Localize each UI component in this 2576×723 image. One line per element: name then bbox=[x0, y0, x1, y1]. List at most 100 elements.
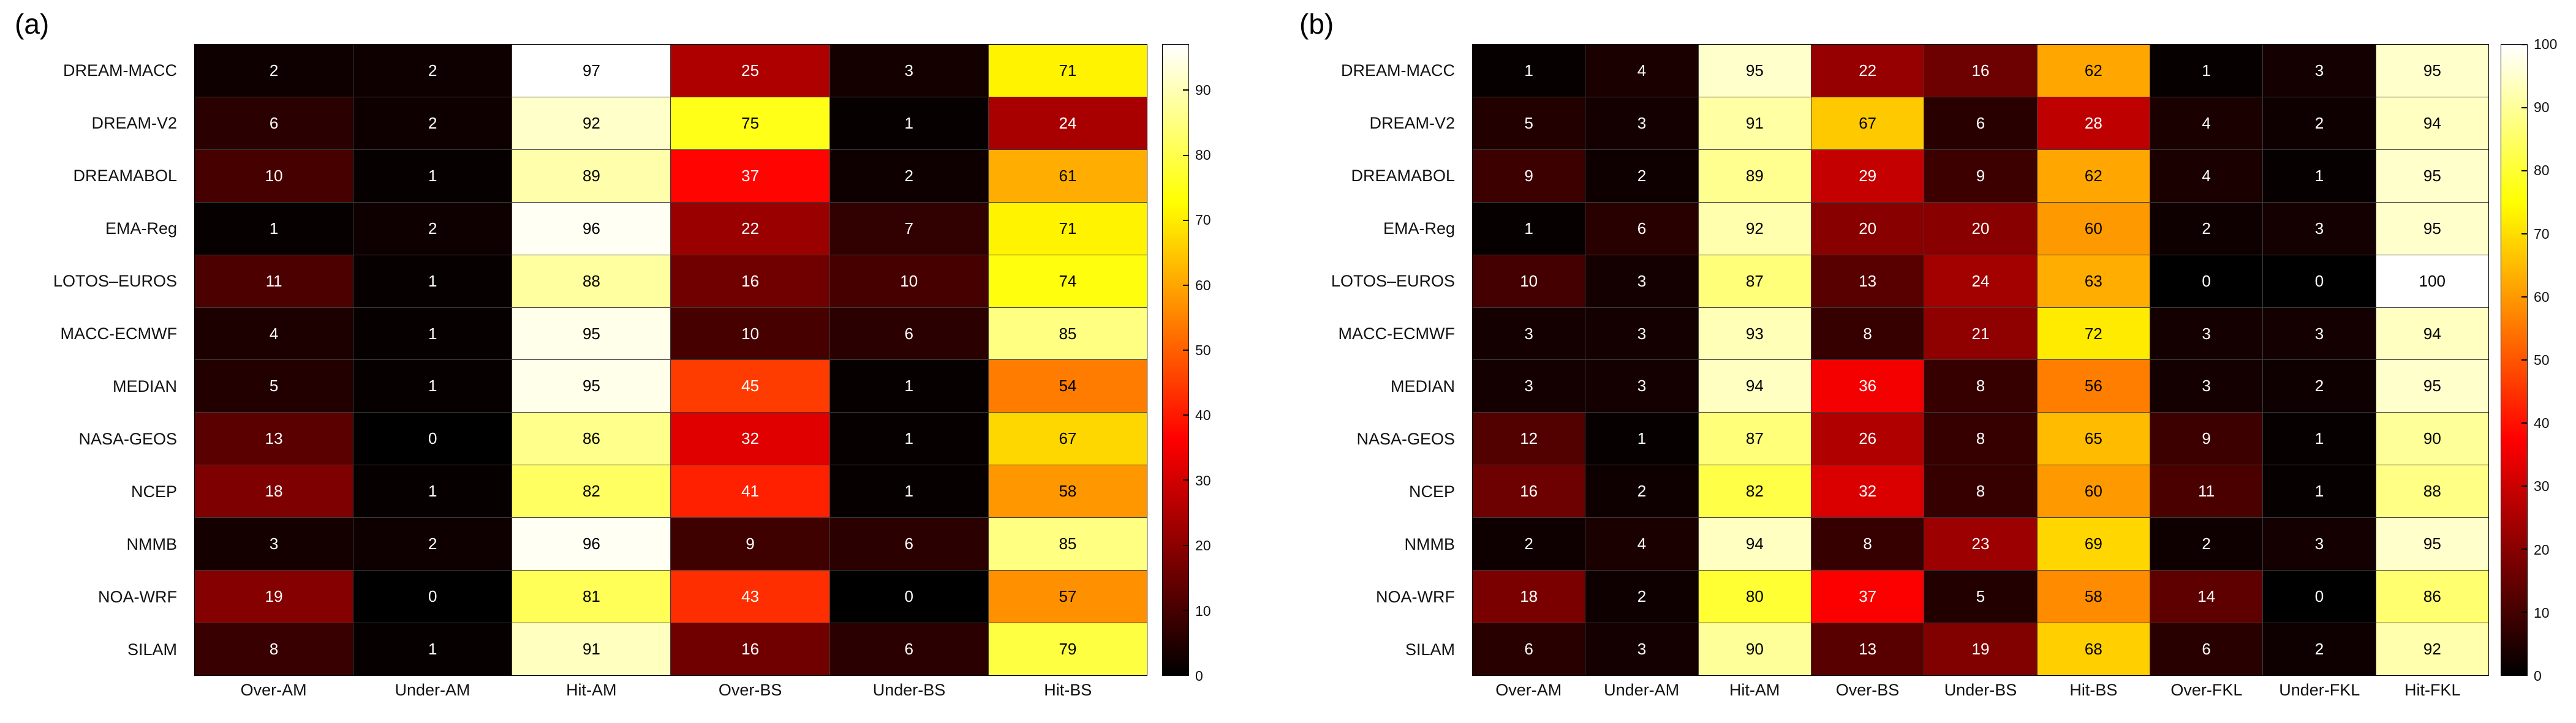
heatmap-cell: 2 bbox=[353, 202, 512, 255]
heatmap-cell: 16 bbox=[1473, 465, 1585, 518]
colorbar-tick-label: 30 bbox=[1195, 472, 1211, 489]
column-label: Under-BS bbox=[872, 681, 946, 699]
heatmap-cell: 1 bbox=[353, 255, 512, 307]
heatmap-cell: 8 bbox=[195, 623, 353, 675]
colorbar-ticks: 0 10 20 30 40 50 60 70 80 90 100 bbox=[2534, 36, 2576, 684]
colorbar-tick-label: 0 bbox=[1195, 668, 1203, 684]
colorbar-tick-label: 40 bbox=[1195, 407, 1211, 424]
heatmap-cell: 65 bbox=[2037, 413, 2150, 465]
heatmap-cell: 58 bbox=[988, 465, 1147, 518]
colorbar-tick-mark bbox=[1183, 479, 1188, 481]
heatmap-cell: 95 bbox=[512, 307, 671, 360]
row-label: NCEP bbox=[1408, 482, 1455, 501]
heatmap-cell: 54 bbox=[988, 360, 1147, 413]
colorbar-tick-label: 50 bbox=[1195, 342, 1211, 359]
heatmap-cell: 10 bbox=[671, 307, 829, 360]
heatmap-cell: 6 bbox=[1924, 97, 2037, 149]
row-label: NMMB bbox=[126, 534, 178, 553]
panel-label-b: (b) bbox=[1299, 8, 1334, 40]
heatmap-cell: 26 bbox=[1811, 413, 1924, 465]
heatmap-cell: 4 bbox=[1585, 45, 1698, 97]
heatmap-cell: 96 bbox=[512, 202, 671, 255]
row-labels: DREAM-MACC DREAM-V2 DREAMABOL EMA-Reg LOTOS–… bbox=[1277, 44, 1464, 676]
heatmap-cell: 3 bbox=[2263, 45, 2376, 97]
heatmap-cell: 8 bbox=[1811, 307, 1924, 360]
heatmap-cell: 92 bbox=[2376, 623, 2488, 675]
heatmap-cell: 29 bbox=[1811, 149, 1924, 202]
heatmap-cell: 16 bbox=[671, 255, 829, 307]
column-label: Over-FKL bbox=[2170, 681, 2243, 699]
heatmap-cell: 18 bbox=[195, 465, 353, 518]
heatmap-cell: 100 bbox=[2376, 255, 2488, 307]
colorbar-tick-label: 20 bbox=[1195, 538, 1211, 554]
heatmap-cell: 0 bbox=[2150, 255, 2263, 307]
colorbar-tick-mark bbox=[2521, 612, 2527, 613]
heatmap-cell: 11 bbox=[195, 255, 353, 307]
heatmap-cell: 94 bbox=[1698, 518, 1811, 571]
heatmap-cell: 2 bbox=[2263, 623, 2376, 675]
heatmap-cell: 5 bbox=[1473, 97, 1585, 149]
heatmap-cell: 36 bbox=[1811, 360, 1924, 413]
heatmap-cell: 2 bbox=[1585, 465, 1698, 518]
heatmap-cell: 37 bbox=[1811, 571, 1924, 623]
colorbar bbox=[1162, 44, 1189, 676]
colorbar-tick-mark bbox=[2521, 485, 2527, 487]
heatmap-cell: 87 bbox=[1698, 413, 1811, 465]
colorbar-tick-mark bbox=[2521, 170, 2527, 171]
heatmap-cell: 6 bbox=[829, 518, 988, 571]
heatmap-cell: 1 bbox=[353, 360, 512, 413]
heatmap-cell: 88 bbox=[512, 255, 671, 307]
colorbar-tick-label: 50 bbox=[2534, 352, 2550, 368]
row-label: SILAM bbox=[127, 640, 177, 659]
heatmap-cell: 2 bbox=[353, 518, 512, 571]
row-label: LOTOS–EUROS bbox=[53, 271, 177, 290]
heatmap-cell: 3 bbox=[1585, 623, 1698, 675]
heatmap-cell: 8 bbox=[1811, 518, 1924, 571]
heatmap-cell: 63 bbox=[2037, 255, 2150, 307]
colorbar bbox=[2501, 44, 2528, 676]
heatmap-cell: 10 bbox=[1473, 255, 1585, 307]
row-label: DREAMABOL bbox=[73, 166, 177, 185]
colorbar-tick-label: 80 bbox=[2534, 162, 2550, 179]
heatmap-cell: 13 bbox=[1811, 623, 1924, 675]
heatmap-cell: 1 bbox=[1473, 202, 1585, 255]
heatmap-cell: 69 bbox=[2037, 518, 2150, 571]
heatmap-cell: 85 bbox=[988, 518, 1147, 571]
heatmap-cell: 0 bbox=[353, 413, 512, 465]
heatmap-cell: 82 bbox=[512, 465, 671, 518]
colorbar-tick-mark bbox=[2521, 296, 2527, 298]
heatmap-cell: 3 bbox=[1473, 360, 1585, 413]
column-label: Over-BS bbox=[1835, 681, 1900, 699]
heatmap-cell: 10 bbox=[195, 149, 353, 202]
heatmap-cell: 2 bbox=[1473, 518, 1585, 571]
heatmap-cell: 92 bbox=[512, 97, 671, 149]
heatmap-cell: 1 bbox=[353, 149, 512, 202]
heatmap-cell: 28 bbox=[2037, 97, 2150, 149]
row-label: NASA-GEOS bbox=[78, 429, 177, 448]
heatmap-cell: 22 bbox=[671, 202, 829, 255]
heatmap-cell: 72 bbox=[2037, 307, 2150, 360]
heatmap-cell: 96 bbox=[512, 518, 671, 571]
heatmap-cell: 8 bbox=[1924, 413, 2037, 465]
heatmap-cell: 13 bbox=[195, 413, 353, 465]
row-labels: DREAM-MACC DREAM-V2 DREAMABOL EMA-Reg LOTOS–… bbox=[0, 44, 186, 676]
column-label: Under-FKL bbox=[2279, 681, 2360, 699]
row-label: MEDIAN bbox=[112, 376, 177, 395]
column-label: Over-AM bbox=[240, 681, 307, 699]
heatmap-cell: 2 bbox=[829, 149, 988, 202]
column-label: Under-AM bbox=[1604, 681, 1680, 699]
heatmap-cell: 1 bbox=[195, 202, 353, 255]
row-label: NOA-WRF bbox=[1376, 587, 1455, 606]
heatmap-cell: 90 bbox=[1698, 623, 1811, 675]
heatmap-cell: 1 bbox=[353, 307, 512, 360]
heatmap-cell: 1 bbox=[2263, 465, 2376, 518]
heatmap-cell: 2 bbox=[2150, 518, 2263, 571]
colorbar-tick-label: 70 bbox=[1195, 212, 1211, 228]
heatmap-cell: 24 bbox=[988, 97, 1147, 149]
column-label: Hit-FKL bbox=[2404, 681, 2461, 699]
heatmap-cell: 3 bbox=[1585, 307, 1698, 360]
colorbar-tick-mark bbox=[2521, 359, 2527, 361]
heatmap-cell: 20 bbox=[1924, 202, 2037, 255]
row-label: MACC-ECMWF bbox=[1338, 324, 1455, 343]
